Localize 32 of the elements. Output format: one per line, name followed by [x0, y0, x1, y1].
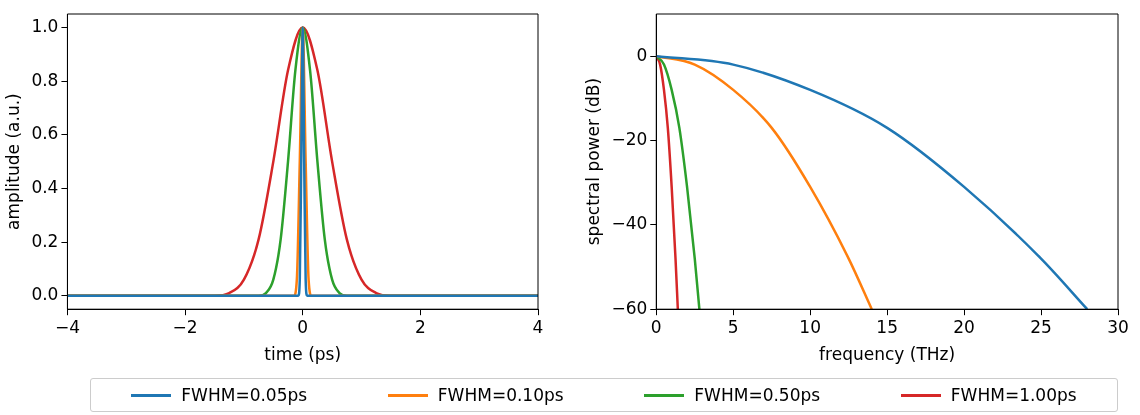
x-tick-label: 20 — [953, 316, 975, 337]
x-axis-title: frequency (THz) — [819, 344, 956, 365]
y-tick-label: 1.0 — [31, 15, 59, 36]
y-axis-title: amplitude (a.u.) — [2, 93, 23, 230]
legend-label: FWHM=1.00ps — [950, 385, 1077, 405]
x-tick-label: 2 — [414, 316, 426, 337]
legend-label: FWHM=0.50ps — [694, 385, 821, 405]
y-tick-label: 0.2 — [31, 230, 59, 251]
x-tick-label: 15 — [876, 316, 898, 337]
y-tick-label: 0.8 — [31, 69, 59, 90]
line-series — [656, 54, 1089, 310]
legend-label: FWHM=0.05ps — [181, 385, 308, 405]
x-tick-label: −4 — [54, 316, 80, 337]
y-tick-label: −20 — [611, 128, 648, 149]
y-axis-title: spectral power (dB) — [582, 77, 603, 246]
x-tick-label: 5 — [727, 316, 739, 337]
x-tick-label: 30 — [1107, 316, 1129, 337]
x-tick-label: 25 — [1030, 316, 1052, 337]
x-tick-label: 4 — [532, 316, 544, 337]
legend-label: FWHM=0.10ps — [437, 385, 564, 405]
y-tick-label: 0.4 — [31, 176, 59, 197]
y-tick-label: 0.6 — [31, 123, 59, 144]
x-tick-label: 0 — [650, 316, 662, 337]
x-tick-label: 10 — [799, 316, 821, 337]
x-axis-title: time (ps) — [264, 344, 342, 365]
y-tick-label: 0 — [636, 44, 648, 65]
line-series — [67, 26, 538, 298]
y-tick-label: −60 — [611, 297, 648, 318]
x-tick-label: −2 — [172, 316, 198, 337]
y-tick-label: 0.0 — [31, 284, 59, 305]
x-tick-label: 0 — [297, 316, 309, 337]
y-tick-label: −40 — [611, 213, 648, 234]
